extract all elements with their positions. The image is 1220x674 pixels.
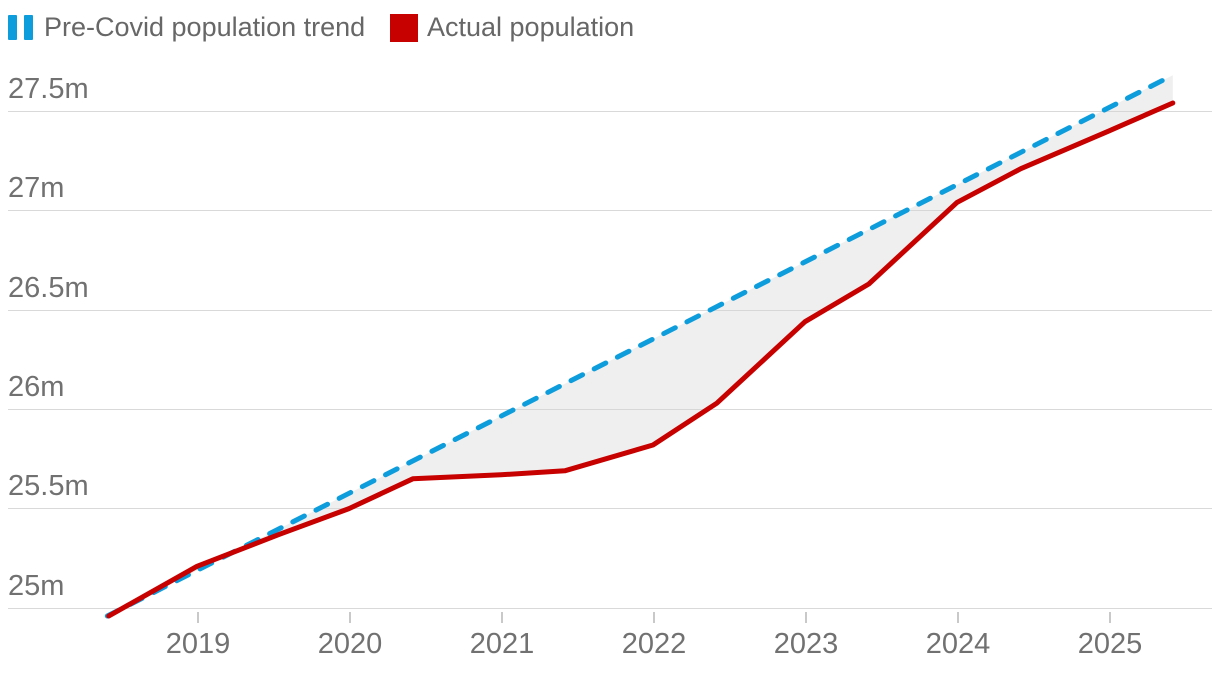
y-axis-label: 26m [8, 371, 65, 403]
gridline [8, 310, 1212, 311]
gridline [8, 111, 1212, 112]
dashed-line-swatch-icon [8, 15, 33, 40]
x-axis-tick [501, 612, 503, 623]
x-axis-label: 2020 [317, 628, 383, 660]
x-axis-tick [805, 612, 807, 623]
x-axis-tick [349, 612, 351, 623]
pre-covid-trend-line [104, 72, 1176, 619]
x-axis-label: 2024 [925, 628, 991, 660]
y-axis-label: 25.5m [8, 470, 89, 502]
legend-label-actual: Actual population [427, 12, 635, 42]
actual-population-line [106, 100, 1176, 619]
y-axis-label: 27.5m [8, 73, 89, 105]
x-axis-label: 2022 [621, 628, 687, 660]
y-axis-label: 27m [8, 172, 65, 204]
x-axis-tick [653, 612, 655, 623]
gridline [8, 608, 1212, 609]
legend-item-actual: Actual population [390, 12, 634, 43]
x-axis-label: 2023 [773, 628, 839, 660]
y-axis-label: 26.5m [8, 272, 89, 304]
gridline [8, 210, 1212, 211]
x-axis-tick [957, 612, 959, 623]
legend-label-trend: Pre-Covid population trend [44, 12, 366, 42]
y-axis-label: 25m [8, 570, 65, 602]
x-axis-tick [1109, 612, 1111, 623]
legend-item-trend: Pre-Covid population trend [8, 12, 365, 43]
x-axis-label: 2025 [1077, 628, 1143, 660]
x-axis-label: 2019 [165, 628, 231, 660]
gridline [8, 508, 1212, 509]
gridline [8, 409, 1212, 410]
solid-square-swatch-icon [390, 13, 418, 42]
x-axis-label: 2021 [469, 628, 535, 660]
x-axis-tick [197, 612, 199, 623]
